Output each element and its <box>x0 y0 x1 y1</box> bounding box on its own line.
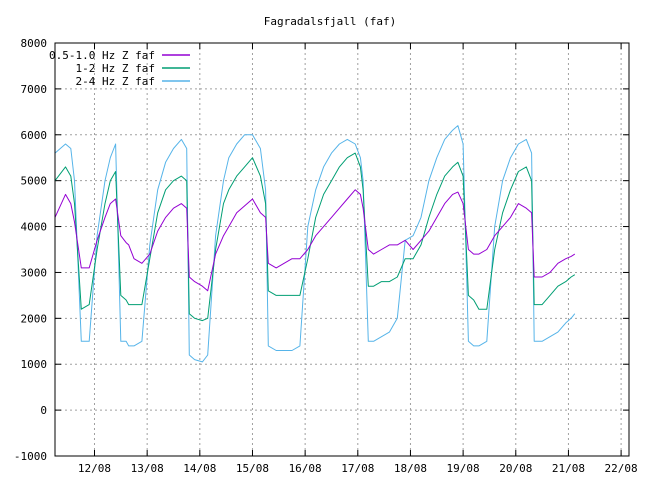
y-tick-label: -1000 <box>14 450 47 463</box>
x-tick-label: 18/08 <box>394 462 427 475</box>
y-tick-label: 6000 <box>21 129 48 142</box>
x-tick-label: 12/08 <box>78 462 111 475</box>
series-lines <box>54 125 576 363</box>
legend-label-2: 2-4 Hz Z faf <box>76 75 155 88</box>
x-tick-label: 16/08 <box>289 462 322 475</box>
y-tick-label: 4000 <box>21 221 48 234</box>
series-line-0 <box>54 189 576 292</box>
plot-frame <box>54 42 630 457</box>
y-tick-label: 5000 <box>21 175 48 188</box>
axis-ticks <box>55 42 629 457</box>
y-tick-labels: -1000 0 1000 2000 3000 4000 5000 6000 7000 8000 <box>14 37 47 463</box>
x-tick-label: 19/08 <box>447 462 480 475</box>
y-tick-label: 2000 <box>21 312 48 325</box>
y-tick-label: 0 <box>40 404 47 417</box>
x-tick-label: 20/08 <box>499 462 532 475</box>
x-tick-label: 15/08 <box>236 462 269 475</box>
grid-lines <box>55 42 629 457</box>
y-tick-label: 1000 <box>21 358 48 371</box>
legend-label-0: 0.5-1.0 Hz Z faf <box>49 49 155 62</box>
y-tick-label: 3000 <box>21 266 48 279</box>
series-line-1 <box>54 152 576 322</box>
legend-label-1: 1-2 Hz Z faf <box>76 62 155 75</box>
x-tick-label: 14/08 <box>183 462 216 475</box>
x-tick-label: 17/08 <box>341 462 374 475</box>
x-tick-labels: 12/08 13/08 14/08 15/08 16/08 17/08 18/08 19/08… <box>78 462 638 475</box>
series-line-2 <box>54 125 576 363</box>
x-tick-label: 22/08 <box>605 462 638 475</box>
chart-title: Fagradalsfjall (faf) <box>264 15 396 28</box>
y-tick-label: 7000 <box>21 83 48 96</box>
x-tick-label: 21/08 <box>552 462 585 475</box>
x-tick-label: 13/08 <box>131 462 164 475</box>
y-tick-label: 8000 <box>21 37 48 50</box>
